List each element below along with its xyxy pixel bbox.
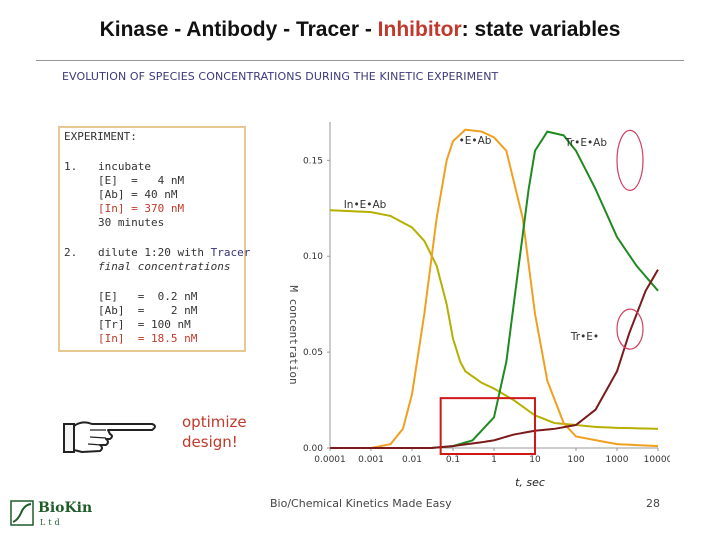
series-label-tr-e-ab: Tr•E•Ab xyxy=(564,137,607,149)
footer-text: Bio/Chemical Kinetics Made Easy xyxy=(270,497,452,510)
y-axis-label: M concentration xyxy=(287,285,300,384)
step2-number: 2. xyxy=(64,246,78,259)
step2-action-text: dilute 1:20 with xyxy=(98,246,211,259)
step1-antibody: [Ab] = 40 nM xyxy=(98,188,178,201)
series-label-in-e-ab: In•E•Ab xyxy=(344,199,387,211)
final-inhibitor: [In] = 18.5 nM xyxy=(98,332,197,345)
x-tick-label: 0.1 xyxy=(446,455,460,465)
step1-action: incubate xyxy=(98,160,151,173)
y-tick-label: 0.00 xyxy=(303,444,323,454)
final-inhibitor-label: [In] xyxy=(98,332,125,345)
series-line-in-e-ab xyxy=(329,209,659,430)
step1-time: 30 minutes xyxy=(98,216,165,229)
experiment-heading: EXPERIMENT: xyxy=(64,130,137,143)
title-pre: Kinase - Antibody - Tracer - xyxy=(99,18,378,41)
page-subtitle: EVOLUTION OF SPECIES CONCENTRATIONS DURI… xyxy=(62,70,499,83)
concentration-chart: 0.00 0.05 0.10 0.15 0.0001 0.001 0.01 0.1 1 10 100… xyxy=(287,122,670,489)
logo-name: BioKin xyxy=(38,500,93,516)
chart-layer: 0.00 0.05 0.10 0.15 0.0001 0.001 0.01 0.1 1 10 100… xyxy=(287,122,670,489)
optimize-callout: optimize design! xyxy=(182,412,247,452)
y-tick-label: 0.15 xyxy=(303,156,323,166)
x-tick-label: 1 xyxy=(491,455,497,465)
callout-line-1: optimize xyxy=(182,413,247,431)
x-tick-label: 0.01 xyxy=(402,455,422,465)
x-tick-label: 0.001 xyxy=(358,455,384,465)
biokin-logo: BioKin Ltd xyxy=(10,500,93,534)
final-enzyme: [E] = 0.2 nM xyxy=(98,290,198,303)
series-label-tr-e: Tr•E• xyxy=(570,331,599,343)
title-post: : state variables xyxy=(461,18,621,41)
step1-number: 1. xyxy=(64,160,78,173)
final-tracer: [Tr] = 100 nM xyxy=(98,318,191,331)
logo-graph-icon xyxy=(10,500,34,526)
x-tick-label: 100 xyxy=(567,455,584,465)
step2-tracer: Tracer xyxy=(210,246,251,259)
pointing-hand-icon xyxy=(63,421,156,453)
highlight-box xyxy=(439,397,537,455)
tr-e-highlight-ellipse xyxy=(616,308,644,350)
page-number: 28 xyxy=(646,497,660,510)
final-antibody: [Ab] = 2 nM xyxy=(98,304,198,317)
step1-enzyme: [E] = 4 nM xyxy=(98,174,185,187)
series-line-tr-e xyxy=(330,269,659,449)
title-highlight: Inhibitor xyxy=(377,18,462,41)
experiment-panel: EXPERIMENT: 1. incubate [E] = 4 nM [Ab] … xyxy=(58,126,250,352)
y-tick-label: 0.10 xyxy=(303,252,323,262)
tr-e-ab-highlight-ellipse xyxy=(616,129,644,191)
step2-action: dilute 1:20 with Tracer xyxy=(98,246,250,259)
x-tick-label: 10 xyxy=(529,455,541,465)
series-line-e-ab xyxy=(330,128,659,449)
x-tick-label: 10000 xyxy=(644,455,670,465)
y-tick-label: 0.05 xyxy=(303,348,323,358)
x-tick-label: 0.0001 xyxy=(314,455,346,465)
step1-inhibitor: [In] = 370 nM xyxy=(98,202,185,215)
callout-line-2: design! xyxy=(182,433,238,451)
x-axis-label: t, sec xyxy=(515,476,545,489)
series-line-tr-e-ab xyxy=(330,130,659,449)
final-inhibitor-value: = 18.5 nM xyxy=(137,332,198,345)
step2-note: final concentrations xyxy=(98,260,231,273)
logo-suffix: Ltd xyxy=(40,518,63,527)
title-divider xyxy=(36,60,684,61)
x-tick-label: 1000 xyxy=(606,455,629,465)
page-title: Kinase - Antibody - Tracer - Inhibitor: … xyxy=(0,18,720,42)
series-label-e-ab: •E•Ab xyxy=(459,135,492,147)
